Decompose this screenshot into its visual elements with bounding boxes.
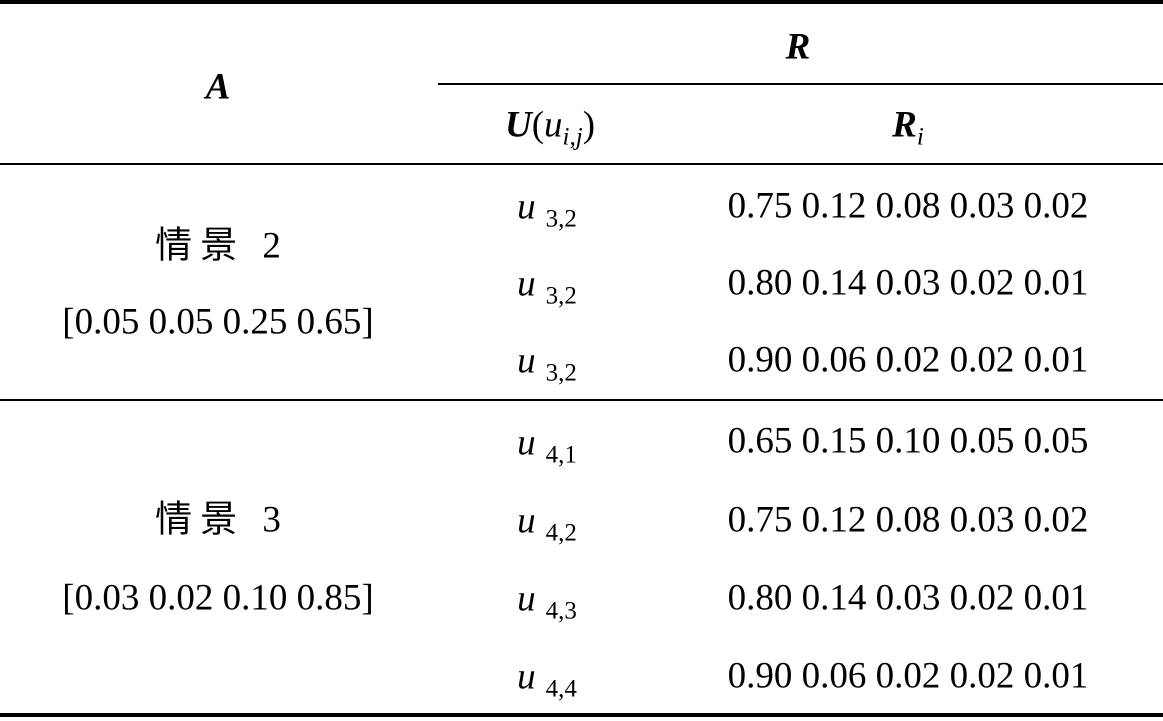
u-cell: u 4,3 [517, 578, 577, 625]
header-a: A [205, 66, 231, 108]
r-values-cell: 0.90 0.06 0.02 0.02 0.01 [727, 655, 1089, 697]
scenario-2-weights: [0.05 0.05 0.25 0.65] [62, 301, 374, 343]
r-values-cell: 0.75 0.12 0.08 0.03 0.02 [727, 185, 1089, 227]
header-r: R [785, 26, 811, 68]
scenario-3-weights: [0.03 0.02 0.10 0.85] [62, 577, 374, 619]
r-values-cell: 0.90 0.06 0.02 0.02 0.01 [727, 339, 1089, 381]
u-cell: u 4,2 [517, 500, 577, 547]
header-u-uij: U(ui,j) [504, 104, 596, 151]
group-divider-rule [0, 399, 1163, 401]
u-cell: u 4,1 [517, 422, 577, 469]
r-values-cell: 0.80 0.14 0.03 0.02 0.01 [727, 262, 1089, 304]
header-rule [0, 163, 1163, 165]
scenario-2-label: 情景 2 [155, 225, 289, 267]
top-rule [0, 0, 1163, 4]
r-values-cell: 0.65 0.15 0.10 0.05 0.05 [727, 420, 1089, 462]
r-span-rule [438, 83, 1163, 85]
u-cell: u 3,2 [517, 340, 577, 387]
header-ri: Ri [892, 104, 924, 151]
r-values-cell: 0.80 0.14 0.03 0.02 0.01 [727, 577, 1089, 619]
bottom-rule [0, 713, 1163, 717]
u-cell: u 3,2 [517, 263, 577, 310]
u-cell: u 3,2 [517, 186, 577, 233]
u-cell: u 4,4 [517, 656, 577, 703]
scenario-3-label: 情景 3 [155, 499, 289, 541]
r-values-cell: 0.75 0.12 0.08 0.03 0.02 [727, 499, 1089, 541]
